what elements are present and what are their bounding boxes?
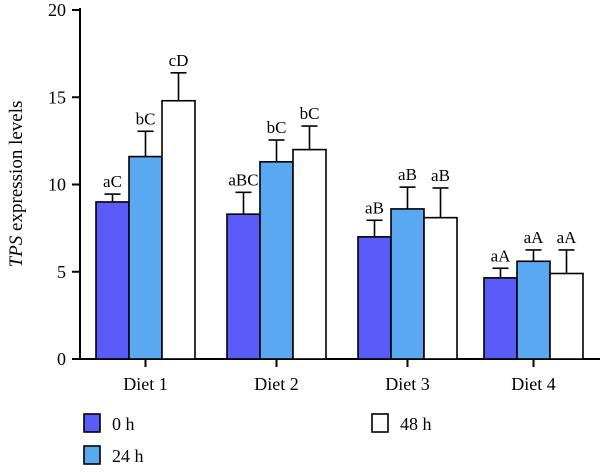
significance-label: bC <box>136 109 156 128</box>
bar <box>423 216 458 360</box>
legend-label: 0 h <box>112 414 135 434</box>
bar <box>549 272 584 360</box>
x-axis: Diet 1 Diet 2 Diet 3 Diet 4 <box>79 358 600 394</box>
legend-label: 48 h <box>400 414 432 434</box>
y-axis-title: TPS expression levels <box>6 101 27 268</box>
y-axis-title-gene: TPS <box>6 235 27 267</box>
bar <box>483 277 518 360</box>
bar <box>259 161 294 360</box>
significance-label: aC <box>103 172 122 191</box>
bar <box>161 99 196 360</box>
bar-group-4: aA aA aA <box>483 228 584 360</box>
y-tick-label: 10 <box>48 175 66 195</box>
significance-label: bC <box>267 118 287 137</box>
significance-label: aA <box>524 228 545 247</box>
legend-swatch <box>83 445 101 465</box>
significance-label: aB <box>431 166 450 185</box>
significance-label: aBC <box>228 170 258 189</box>
y-tick-label: 0 <box>57 349 66 369</box>
bar <box>226 213 261 360</box>
legend-swatch <box>371 413 389 433</box>
bar <box>128 155 163 360</box>
legend-swatch <box>83 413 101 433</box>
x-tick-label: Diet 4 <box>511 374 556 394</box>
bar <box>390 208 425 360</box>
legend-label: 24 h <box>112 446 144 466</box>
bar <box>516 260 551 360</box>
legend: 0 h 24 h 48 h <box>83 413 432 466</box>
y-tick-label: 5 <box>57 262 66 282</box>
legend-item: 48 h <box>371 413 432 434</box>
bar-group-2: aBC bC bC <box>226 104 327 360</box>
x-tick-label: Diet 1 <box>123 374 168 394</box>
bar <box>357 236 392 360</box>
significance-label: aA <box>557 228 578 247</box>
y-tick-label: 20 <box>48 0 66 20</box>
legend-item: 0 h <box>83 413 135 434</box>
bar <box>292 148 327 360</box>
y-axis: 0 5 10 15 20 <box>48 0 81 369</box>
bar-groups: aC bC cD aBC bC bC aB aB aB aA aA aA <box>95 51 584 360</box>
bar-group-3: aB aB aB <box>357 165 458 360</box>
significance-label: aA <box>491 246 512 265</box>
y-axis-title-text: expression levels <box>6 101 27 236</box>
y-tick-label: 15 <box>48 87 66 107</box>
legend-item: 24 h <box>83 445 144 466</box>
significance-label: aB <box>365 198 384 217</box>
x-tick-label: Diet 2 <box>254 374 299 394</box>
significance-label: cD <box>169 51 189 70</box>
bar <box>95 201 130 360</box>
significance-label: bC <box>300 104 320 123</box>
x-tick-label: Diet 3 <box>385 374 430 394</box>
significance-label: aB <box>398 165 417 184</box>
bar-group-1: aC bC cD <box>95 51 196 360</box>
